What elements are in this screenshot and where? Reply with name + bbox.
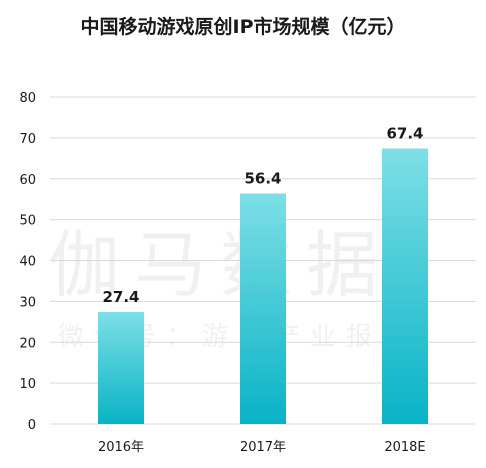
bar-2017年: [240, 193, 286, 424]
y-tick-label: 0: [28, 418, 36, 433]
x-tick-label: 2016年: [98, 440, 144, 455]
data-label: 56.4: [244, 169, 281, 187]
y-tick-label: 10: [19, 377, 36, 392]
y-tick-label: 70: [19, 132, 36, 147]
x-axis-ticks: 2016年 2017年 2018E: [98, 440, 426, 455]
data-label: 27.4: [102, 288, 139, 306]
y-tick-label: 50: [19, 214, 36, 229]
y-tick-label: 30: [19, 295, 36, 310]
y-tick-label: 20: [19, 336, 36, 351]
bar-2016年: [98, 312, 144, 424]
y-tick-label: 60: [19, 173, 36, 188]
bar-2018E: [382, 148, 428, 424]
y-tick-label: 40: [19, 255, 36, 270]
y-tick-label: 80: [19, 91, 36, 106]
bars: [98, 148, 428, 424]
x-tick-label: 2018E: [384, 440, 425, 455]
x-tick-label: 2017年: [240, 440, 286, 455]
chart-title: 中国移动游戏原创IP市场规模（亿元）: [80, 16, 406, 38]
y-axis-ticks: 0 10 20 30 40 50 60 70 80: [19, 91, 36, 433]
data-labels: 27.4 56.4 67.4: [102, 125, 423, 307]
watermark-main: 伽马数据: [48, 223, 393, 307]
data-label: 67.4: [386, 125, 423, 143]
